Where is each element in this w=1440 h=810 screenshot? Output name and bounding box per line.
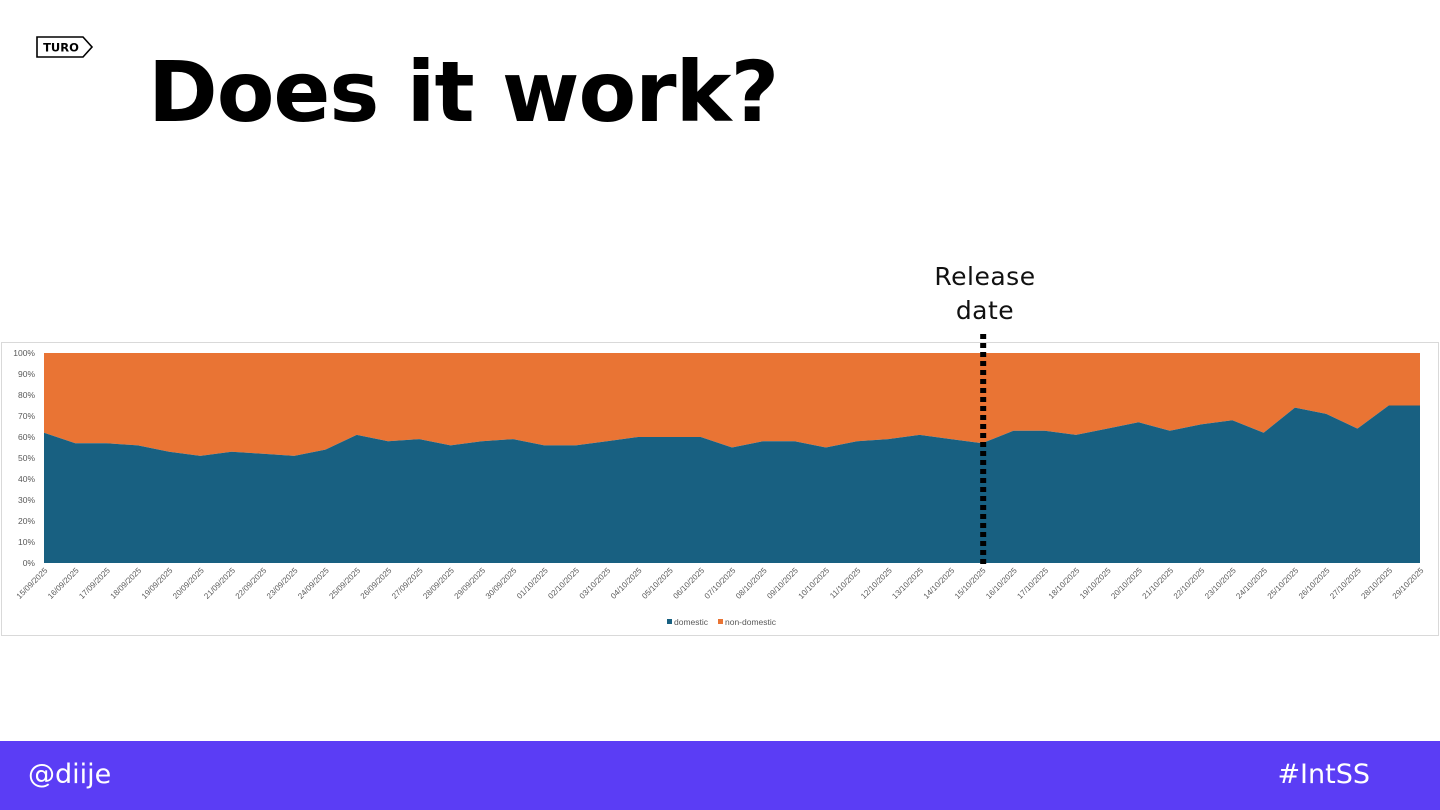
x-tick-label: 29/10/2025 [1391,566,1426,601]
legend-item-domestic-swatch [667,619,672,624]
y-tick-label: 90% [18,369,35,379]
x-tick-label: 18/09/2025 [109,566,144,601]
legend-item-non-domestic-swatch [718,619,723,624]
x-tick-label: 07/10/2025 [703,566,738,601]
footer-handle: @diije [28,759,112,790]
x-tick-label: 15/09/2025 [15,566,50,601]
x-tick-label: 10/10/2025 [797,566,832,601]
x-tick-label: 23/10/2025 [1203,566,1238,601]
x-tick-label: 19/10/2025 [1078,566,1113,601]
x-tick-label: 09/10/2025 [765,566,800,601]
x-tick-label: 04/10/2025 [609,566,644,601]
x-tick-label: 12/10/2025 [859,566,894,601]
y-tick-label: 50% [18,453,35,463]
release-label-line2: date [955,296,1015,325]
x-tick-label: 20/10/2025 [1109,566,1144,601]
series-area-domestic [44,405,1420,563]
y-tick-label: 10% [18,537,35,547]
x-tick-label: 15/10/2025 [953,566,988,601]
legend-item-domestic-label: domestic [674,617,709,627]
x-tick-label: 16/09/2025 [46,566,81,601]
x-tick-label: 19/09/2025 [140,566,175,601]
y-tick-label: 70% [18,411,35,421]
x-tick-label: 28/09/2025 [421,566,456,601]
x-tick-label: 03/10/2025 [578,566,613,601]
x-tick-label: 17/10/2025 [1015,566,1050,601]
x-tick-label: 29/09/2025 [453,566,488,601]
x-axis: 15/09/202516/09/202517/09/202518/09/2025… [15,566,1426,601]
y-tick-label: 60% [18,432,35,442]
x-tick-label: 11/10/2025 [828,566,863,601]
x-tick-label: 23/09/2025 [265,566,300,601]
x-tick-label: 24/10/2025 [1234,566,1269,601]
logo-text: TURO [43,41,79,55]
release-label-line1: Release [934,262,1036,291]
turo-logo: TURO [36,36,94,58]
y-tick-label: 30% [18,495,35,505]
x-tick-label: 01/10/2025 [515,566,550,601]
x-tick-label: 25/10/2025 [1266,566,1301,601]
slide-title: Does it work? [148,43,779,141]
x-tick-label: 28/10/2025 [1359,566,1394,601]
x-tick-label: 21/10/2025 [1141,566,1176,601]
x-tick-label: 27/10/2025 [1328,566,1363,601]
x-tick-label: 08/10/2025 [734,566,769,601]
x-tick-label: 20/09/2025 [171,566,206,601]
x-tick-label: 24/09/2025 [296,566,331,601]
footer-bar: @diije #IntSS [0,741,1440,810]
x-tick-label: 14/10/2025 [922,566,957,601]
x-tick-label: 30/09/2025 [484,566,519,601]
x-tick-label: 25/09/2025 [327,566,362,601]
series-area-non-domestic [44,353,1420,456]
plot-areas [44,353,1420,563]
turo-logo-mark: TURO [36,36,94,58]
x-tick-label: 06/10/2025 [671,566,706,601]
x-tick-label: 17/09/2025 [77,566,112,601]
y-axis: 0% 10% 20% 30% 40% 50% 60% 70% 80% 90% 100% [13,348,35,568]
legend-item-non-domestic-label: non-domestic [725,617,777,627]
y-tick-label: 20% [18,516,35,526]
x-tick-label: 13/10/2025 [890,566,925,601]
x-tick-label: 26/10/2025 [1297,566,1332,601]
y-tick-label: 100% [13,348,35,358]
y-tick-label: 40% [18,474,35,484]
x-tick-label: 26/09/2025 [359,566,394,601]
x-tick-label: 05/10/2025 [640,566,675,601]
x-tick-label: 21/09/2025 [202,566,237,601]
x-tick-label: 18/10/2025 [1047,566,1082,601]
release-date-label: Release date [915,260,1055,328]
x-tick-label: 27/09/2025 [390,566,425,601]
chart-legend: domestic non-domestic [667,617,777,627]
area-chart: 0% 10% 20% 30% 40% 50% 60% 70% 80% 90% 100% 15/09/… [13,334,1426,627]
x-tick-label: 16/10/2025 [984,566,1019,601]
x-tick-label: 22/10/2025 [1172,566,1207,601]
x-tick-label: 22/09/2025 [234,566,269,601]
y-tick-label: 0% [23,558,36,568]
x-tick-label: 02/10/2025 [546,566,581,601]
footer-hashtag: #IntSS [1277,759,1370,790]
y-tick-label: 80% [18,390,35,400]
